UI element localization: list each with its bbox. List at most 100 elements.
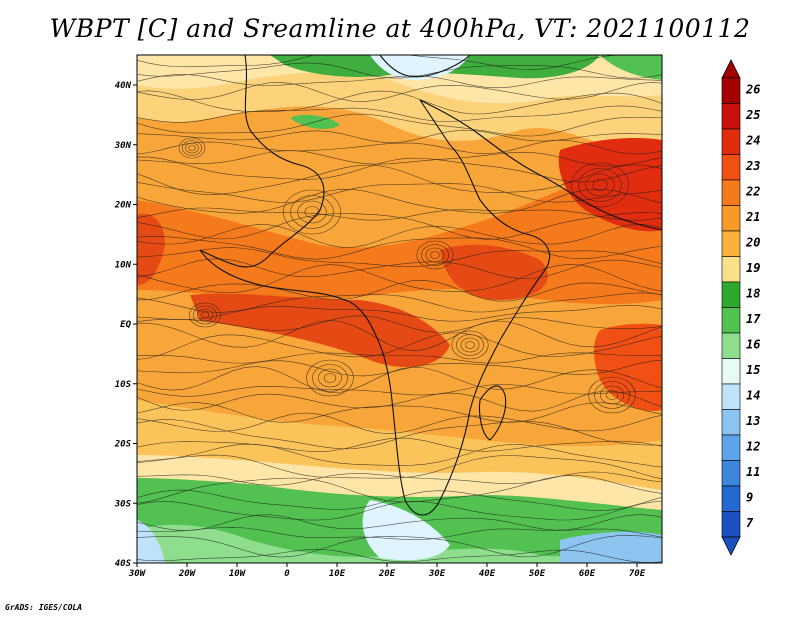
lon-tick-label: 20E (378, 569, 396, 579)
eddy-ring (605, 390, 619, 400)
lon-tick-label: 0 (284, 569, 290, 579)
streamline (137, 514, 662, 531)
streamline (137, 292, 662, 313)
shade-23-west (137, 213, 165, 285)
lat-tick-label: 40S (115, 559, 132, 569)
lat-tick-label: 40N (115, 81, 132, 91)
streamline (137, 247, 662, 268)
colorbar-label: 18 (746, 286, 760, 300)
streamline (137, 471, 662, 486)
streamline (137, 535, 662, 558)
shade-24-ne (558, 138, 662, 232)
streamline (137, 150, 662, 167)
shade-13-se (560, 531, 662, 563)
eddy-ring (594, 381, 630, 409)
eddy-ring (283, 189, 341, 235)
eddy-ring (592, 179, 608, 191)
colorbar-segment (721, 205, 741, 232)
lat-tick-label: 10N (115, 260, 132, 270)
streamline (137, 113, 662, 137)
streamline (137, 211, 662, 240)
streamline (137, 402, 662, 423)
coast-europe (379, 55, 471, 78)
lon-tick-label: 50E (529, 569, 546, 579)
eddy-ring (312, 364, 348, 392)
streamline (137, 384, 662, 397)
lon-tick-label: 70E (629, 569, 646, 579)
eddy-ring (451, 330, 489, 360)
eddy-ring (465, 341, 475, 349)
temperature-shading (137, 55, 662, 563)
lat-tick-label: EQ (120, 320, 131, 330)
colorbar-label: 9 (746, 490, 753, 504)
streamline (137, 304, 662, 322)
streamline (137, 489, 662, 511)
streamline (137, 188, 662, 214)
streamline (137, 62, 662, 79)
lat-axis: 40N 30N 20N 10N EQ 10S 20S 30S 40S (114, 81, 137, 569)
grads-credit: GrADS: IGES/COLA (5, 603, 83, 612)
lat-tick-label: 30S (114, 499, 132, 509)
streamline (137, 223, 662, 248)
lon-axis: 30W 20W 10W 0 10E 20E 30E 40E 50E 60E 70E (128, 563, 646, 579)
colorbar-bottom-arrow (721, 536, 741, 556)
colorbar: 26 25 24 23 22 21 20 19 18 17 16 15 14 13 12 11 9 7 (721, 59, 761, 556)
streamline (137, 454, 662, 480)
coast-arabia (419, 99, 662, 231)
colorbar-label: 12 (746, 439, 760, 453)
lon-tick-label: 30W (128, 569, 147, 579)
eddy-ring (290, 195, 334, 229)
eddy-ring (585, 173, 615, 197)
colorbar-label: 23 (745, 159, 760, 173)
streamline (137, 352, 662, 364)
colorbar-label: 24 (745, 133, 760, 147)
coast-africa (199, 99, 550, 516)
streamline (137, 129, 662, 144)
lon-tick-label: 60E (579, 569, 596, 579)
eddy-ring (578, 168, 622, 202)
colorbar-segment (721, 383, 741, 410)
eddy-ring (193, 305, 218, 325)
eddy-ring (317, 368, 342, 388)
shade-19-south (137, 455, 662, 510)
streamline (137, 181, 662, 203)
eddy-ring (178, 137, 206, 159)
colorbar-segment (721, 485, 741, 512)
colorbar-segment (721, 77, 741, 104)
streamline (137, 315, 662, 333)
colorbar-segment (721, 358, 741, 385)
colorbar-label: 17 (746, 312, 761, 326)
colorbar-label: 7 (746, 516, 754, 530)
colorbar-segment (721, 179, 741, 206)
streamline (137, 443, 662, 468)
colorbar-segment (721, 154, 741, 181)
lat-tick-label: 20S (114, 440, 132, 450)
colorbar-segment (721, 230, 741, 257)
eddy-ring (588, 376, 636, 414)
colorbar-top-arrow (721, 59, 741, 79)
colorbar-segment (721, 511, 741, 538)
lon-tick-label: 20W (178, 569, 197, 579)
streamline (137, 320, 662, 352)
colorbar-label: 20 (745, 235, 760, 249)
lon-tick-label: 30E (428, 569, 446, 579)
colorbar-label: 26 (745, 82, 760, 96)
shade-23-horn (440, 244, 548, 300)
eddy-ring (425, 247, 445, 263)
streamline (137, 548, 662, 563)
streamline (137, 279, 662, 302)
streamline (137, 437, 662, 453)
eddy-ring (456, 334, 484, 356)
streamline (137, 500, 662, 521)
colorbar-label: 22 (745, 184, 760, 198)
streamline (137, 236, 662, 260)
streamline (137, 258, 662, 280)
streamline (137, 366, 662, 393)
eddy-ring (297, 200, 327, 224)
streamline (137, 74, 662, 89)
eddy-ring (306, 359, 354, 397)
streamline (137, 156, 662, 183)
coastlines (199, 55, 662, 516)
lat-tick-label: 30N (114, 141, 132, 151)
eddy-ring (323, 373, 337, 383)
